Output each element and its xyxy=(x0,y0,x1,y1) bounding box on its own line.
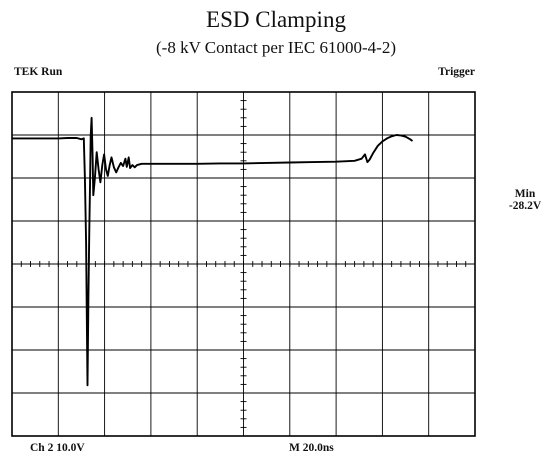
measurement-label: Min xyxy=(514,188,536,200)
trigger-status: Trigger xyxy=(438,66,475,78)
trace-group xyxy=(12,116,414,387)
axis-ticks xyxy=(11,91,476,437)
acquisition-status: TEK Run xyxy=(14,66,63,78)
waveform-trace xyxy=(12,116,414,387)
chart-title: ESD Clamping xyxy=(206,7,346,32)
measurement-value: -28.2V xyxy=(508,200,542,212)
chart-subtitle: (-8 kV Contact per IEC 61000-4-2) xyxy=(156,38,396,57)
timebase-readout: M 20.0ns xyxy=(289,442,334,454)
channel-scale-readout: Ch 2 10.0V xyxy=(30,442,85,454)
